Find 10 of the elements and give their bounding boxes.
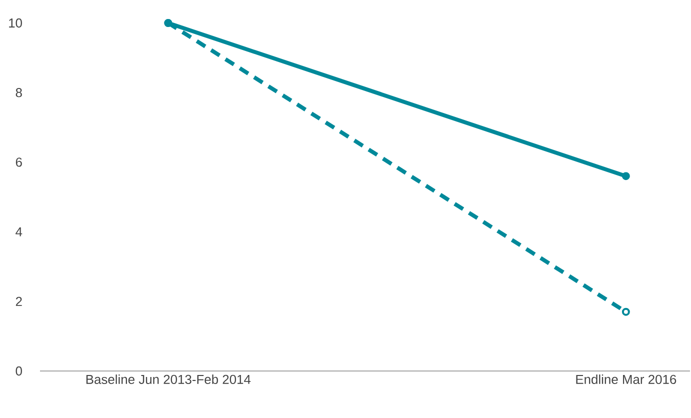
x-tick-label: Baseline Jun 2013-Feb 2014 bbox=[86, 374, 251, 384]
y-tick-label: 10 bbox=[9, 18, 22, 28]
y-tick-label: 6 bbox=[16, 158, 22, 167]
y-tick-label: 4 bbox=[16, 227, 22, 236]
point bbox=[622, 308, 630, 316]
x-tick-label: Endline Mar 2016 bbox=[576, 374, 676, 384]
y-tick-label: 0 bbox=[16, 366, 22, 376]
y-tick-label: 8 bbox=[16, 88, 22, 98]
point bbox=[622, 172, 630, 180]
y-tick-label: 2 bbox=[16, 296, 22, 306]
